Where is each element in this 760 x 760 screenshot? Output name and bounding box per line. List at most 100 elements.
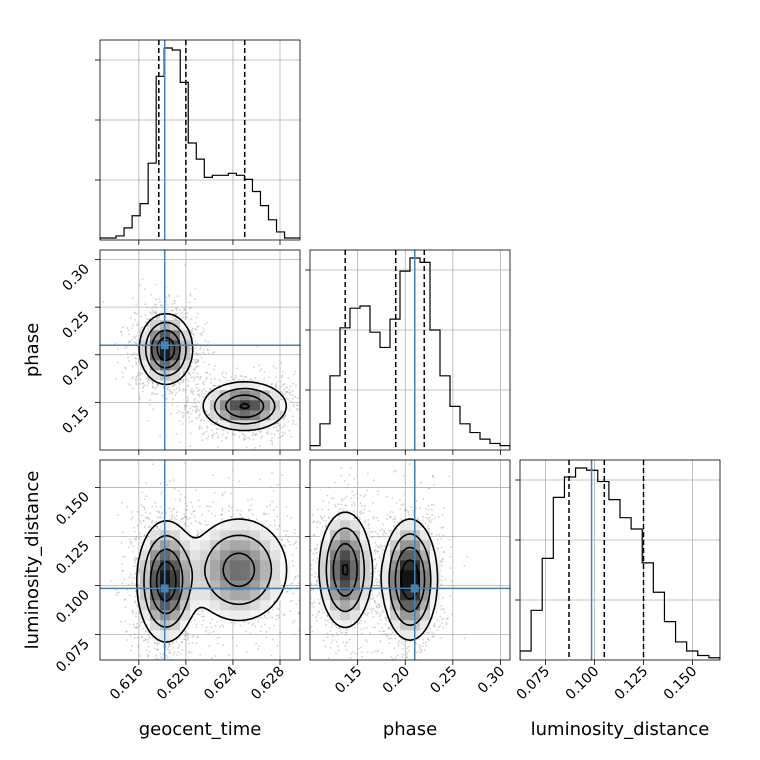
scatter-point: [195, 383, 198, 386]
scatter-point: [188, 301, 191, 304]
density-cell: [250, 390, 261, 401]
scatter-point: [284, 545, 287, 548]
scatter-point: [135, 376, 138, 379]
scatter-point: [264, 512, 267, 515]
truth-marker: [160, 341, 169, 350]
scatter-point: [142, 639, 145, 642]
scatter-point: [166, 380, 169, 383]
scatter-point: [147, 328, 150, 331]
scatter-point: [294, 395, 296, 398]
scatter-point: [172, 380, 174, 383]
scatter-point: [250, 504, 253, 507]
hist-frame-phase: [309, 249, 511, 451]
scatter-point: [251, 434, 254, 436]
scatter-point: [289, 600, 292, 602]
scatter-point: [196, 372, 198, 375]
scatter-point: [159, 301, 161, 303]
scatter-point: [203, 395, 206, 398]
scatter-point: [208, 645, 210, 648]
scatter-point: [182, 379, 185, 381]
scatter-point: [184, 515, 187, 518]
scatter-point: [155, 298, 157, 301]
panel-background: [520, 460, 720, 660]
scatter-point: [254, 377, 257, 380]
scatter-point: [117, 348, 119, 351]
scatter-point: [171, 403, 174, 406]
scatter-point: [143, 534, 146, 537]
scatter-point: [180, 641, 183, 644]
density-cell: [150, 350, 161, 361]
scatter-point: [124, 347, 127, 350]
scatter-point: [206, 348, 209, 351]
scatter-point: [191, 327, 194, 330]
scatter-point: [143, 498, 146, 501]
scatter-point: [153, 521, 156, 524]
scatter-point: [194, 328, 197, 331]
scatter-point: [129, 538, 131, 541]
scatter-point: [135, 335, 138, 338]
scatter-point: [189, 407, 192, 410]
scatter-point: [173, 507, 175, 510]
scatter-point: [232, 469, 234, 471]
scatter-point: [184, 406, 187, 409]
scatter-point: [216, 428, 219, 431]
scatter-point: [296, 574, 299, 577]
scatter-point: [302, 416, 304, 418]
scatter-point: [207, 349, 210, 352]
scatter-point: [135, 538, 137, 540]
scatter-point: [303, 494, 305, 496]
scatter-point: [131, 612, 134, 614]
scatter-point: [186, 401, 188, 404]
scatter-point: [182, 412, 185, 415]
scatter-point: [216, 436, 219, 439]
scatter-point: [133, 526, 136, 529]
scatter-point: [174, 498, 177, 501]
scatter-point: [173, 299, 176, 302]
scatter-point: [148, 634, 150, 636]
contours: [138, 312, 288, 432]
scatter-point: [187, 410, 190, 413]
scatter-point: [247, 517, 250, 520]
scatter-point: [171, 380, 173, 383]
scatter-point: [131, 387, 134, 390]
scatter-point: [294, 542, 297, 545]
scatter-point: [133, 559, 136, 562]
scatter-point: [191, 331, 193, 333]
scatter-point: [307, 593, 309, 595]
scatter-point: [227, 654, 230, 657]
scatter-point: [171, 670, 173, 672]
scatter-point: [168, 480, 171, 482]
scatter-point: [183, 389, 186, 391]
scatter-point: [202, 351, 204, 354]
scatter-point: [159, 516, 161, 519]
scatter-point: [139, 398, 141, 400]
scatter-point: [265, 431, 268, 434]
scatter-point: [184, 523, 186, 526]
scatter-point: [201, 389, 203, 392]
density-cell: [240, 410, 251, 421]
scatter-point: [195, 361, 198, 363]
scatter-point: [216, 446, 219, 449]
scatter-point: [185, 508, 188, 511]
scatter-point: [136, 626, 138, 629]
scatter-point: [255, 518, 258, 521]
scatter-point: [273, 624, 276, 627]
scatter-point: [184, 312, 187, 315]
scatter-point: [173, 383, 175, 386]
scatter-point: [193, 333, 195, 336]
scatter-point: [131, 339, 133, 341]
scatter-point: [180, 518, 183, 521]
density-cell: [220, 390, 231, 401]
scatter-point: [174, 383, 177, 386]
scatter-point: [219, 625, 221, 628]
scatter-point: [261, 528, 264, 530]
scatter-point: [144, 630, 147, 633]
scatter-point: [190, 501, 192, 504]
scatter-point: [156, 648, 159, 651]
scatter-point: [202, 327, 205, 330]
scatter-point: [135, 383, 138, 386]
scatter-point: [210, 657, 213, 660]
density-cell: [210, 390, 221, 401]
scatter-point: [297, 582, 300, 585]
scatter-point: [287, 377, 290, 380]
